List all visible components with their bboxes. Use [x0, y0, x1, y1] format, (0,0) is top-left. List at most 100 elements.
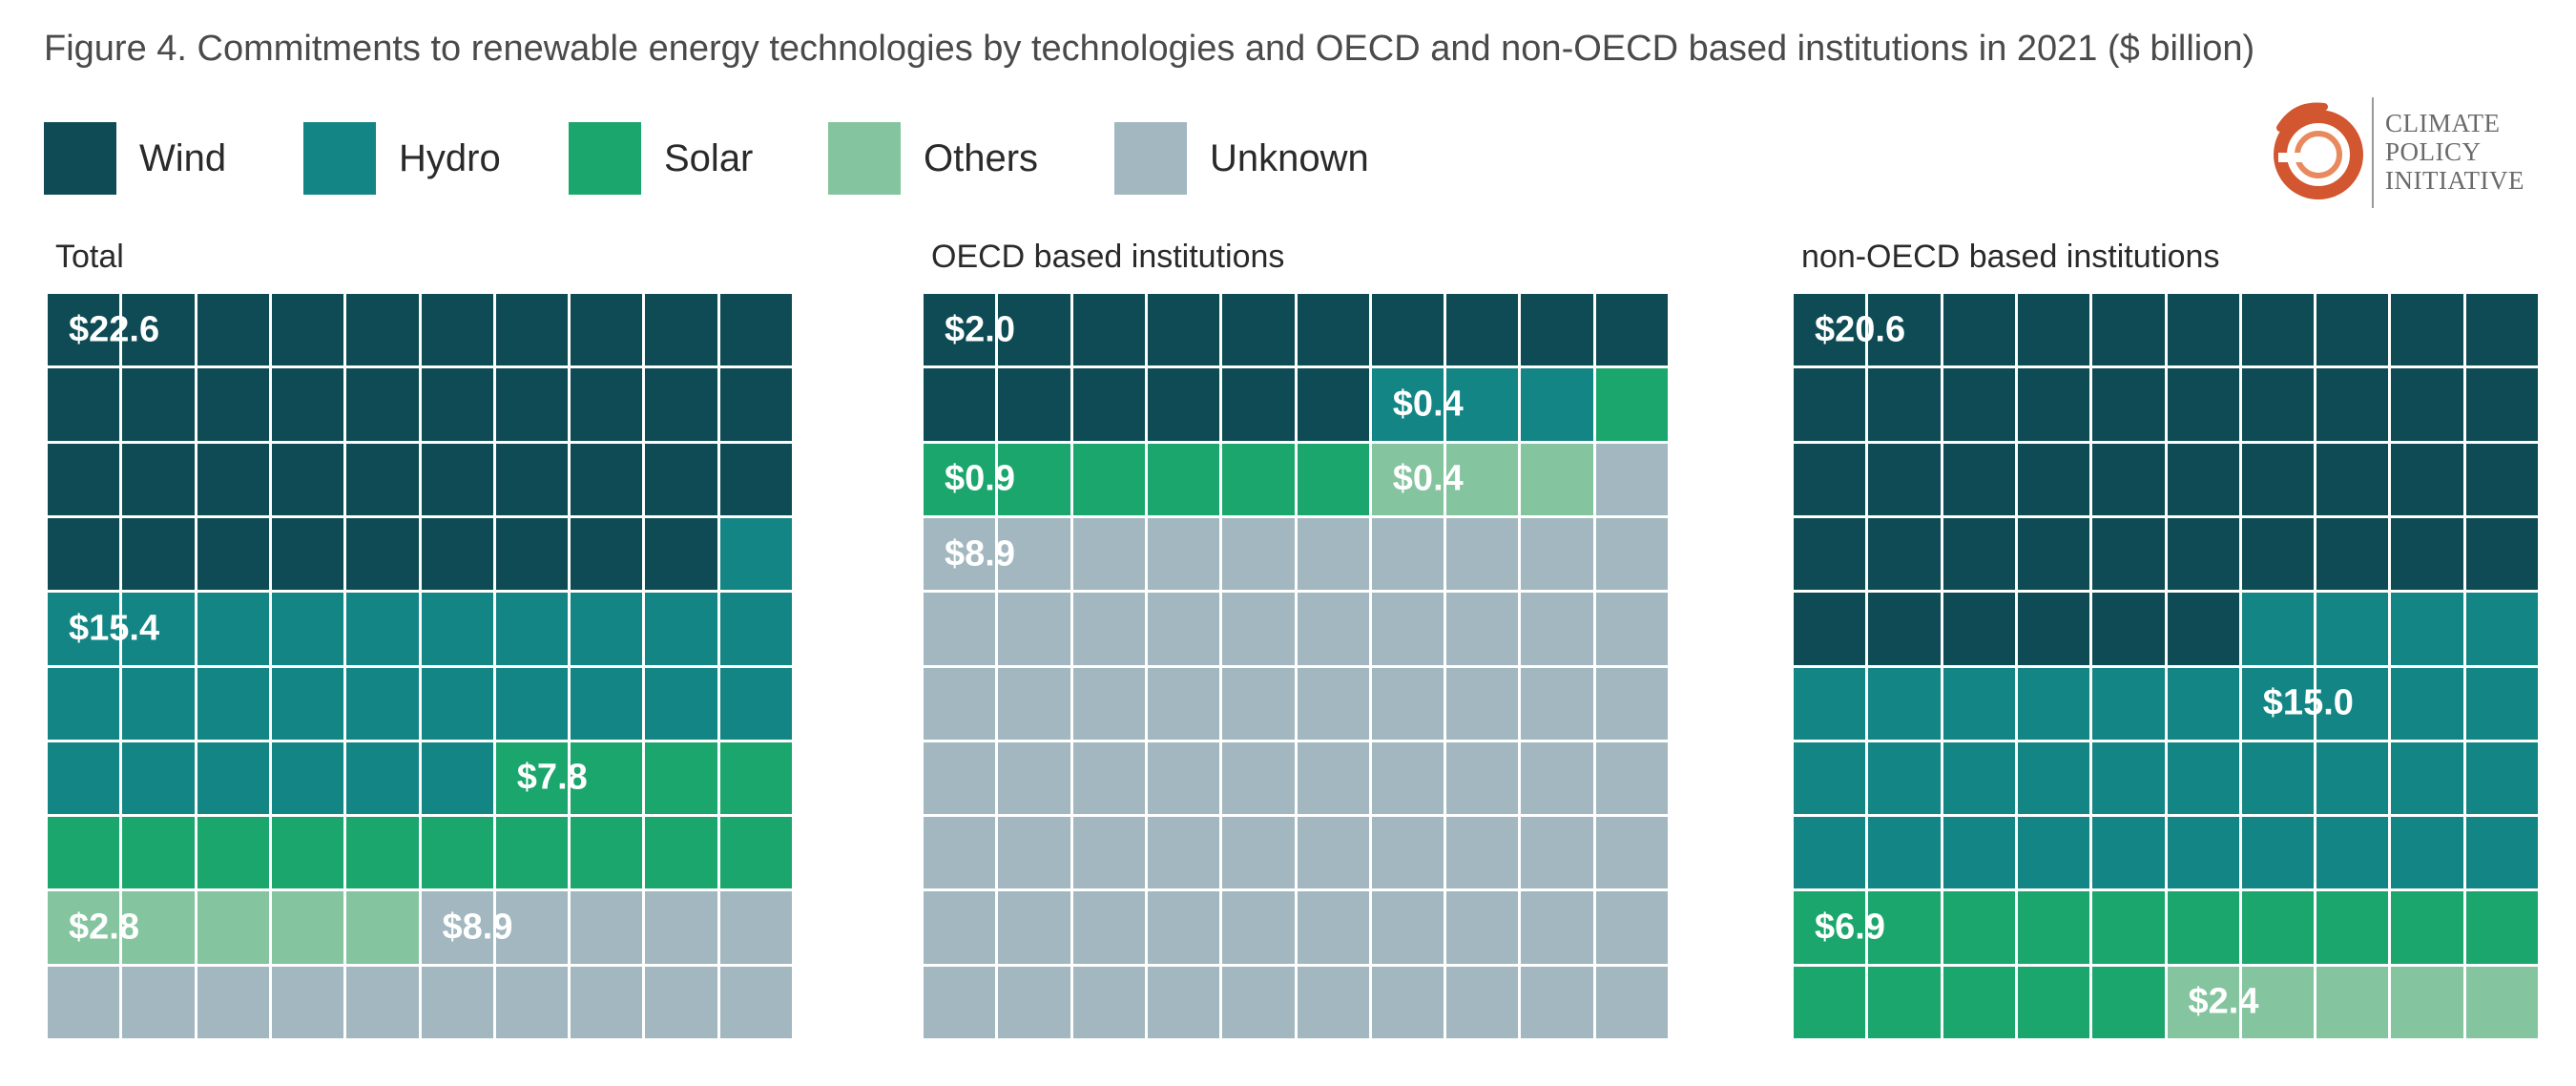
data-label-wind: $20.6: [1815, 309, 1906, 350]
waffle-cell-wind: [2017, 593, 2090, 665]
waffle-cell-wind: [1222, 368, 1295, 441]
waffle-cell-hydro: [2465, 667, 2538, 740]
waffle-cell-hydro: [271, 741, 344, 815]
waffle-cell-hydro: [2391, 817, 2463, 889]
logo-line-1: CLIMATE: [2385, 109, 2501, 137]
waffle-cell-solar: [2017, 966, 2090, 1038]
waffle-cell-unknown: [924, 593, 996, 665]
waffle-cell-unknown: [1446, 667, 1519, 740]
waffle-cell-unknown: [998, 593, 1070, 665]
waffle-cell-wind: [1072, 294, 1145, 366]
waffle-cell-hydro: [2316, 817, 2389, 889]
waffle-cell-wind: [1595, 294, 1668, 366]
waffle-cell-wind: [1942, 368, 2015, 441]
waffle-cell-solar: [571, 741, 643, 815]
waffle-cell-hydro: [271, 593, 344, 665]
waffle-cell-unknown: [1521, 817, 1593, 889]
waffle-cell-hydro: [421, 741, 493, 815]
waffle-cell-solar: $6.9: [1794, 891, 1885, 964]
waffle-cell-wind: [271, 517, 344, 591]
waffle-cell-wind: [1371, 294, 1444, 366]
logo-line-2: POLICY: [2385, 137, 2482, 166]
waffle-cell-wind: [1942, 294, 2015, 366]
waffle-cell-hydro: [2241, 593, 2315, 665]
waffle-cell-wind: [1942, 443, 2015, 515]
waffle-cell-solar: [719, 817, 792, 889]
waffle-cell-unknown: [1147, 966, 1220, 1038]
waffle-cell-unknown: [1446, 891, 1519, 964]
waffle-cell-hydro: [1794, 667, 1866, 740]
waffle-cell-unknown: [1446, 593, 1519, 665]
waffle-cell-wind: [719, 368, 792, 441]
waffle-cell-hydro: [197, 667, 269, 740]
waffle-cell-unknown: [1222, 741, 1295, 815]
waffle-cell-unknown: [1147, 517, 1220, 591]
waffle-cell-unknown: [495, 966, 569, 1038]
waffle-cell-solar: $7.8: [495, 741, 588, 815]
waffle-cell-solar: [122, 817, 195, 889]
waffle-cell-unknown: [645, 966, 717, 1038]
waffle-cell-wind: [122, 443, 195, 515]
waffle-cell-unknown: [1222, 817, 1295, 889]
waffle-cell-hydro: [2092, 817, 2165, 889]
waffle-cell-wind: [271, 368, 344, 441]
waffle-cell-hydro: [2241, 741, 2315, 815]
legend-label-wind: Wind: [139, 137, 227, 179]
waffle-cell-wind: [48, 443, 120, 515]
waffle-cell-unknown: [1222, 891, 1295, 964]
waffle-cell-others: [2391, 966, 2463, 1038]
waffle-cell-hydro: [645, 667, 717, 740]
waffle-cell-wind: [2316, 294, 2389, 366]
waffle-cell-hydro: [1794, 741, 1866, 815]
waffle-cell-hydro: [1868, 741, 1941, 815]
waffle-cell-wind: [421, 517, 493, 591]
waffle-cell-wind: [571, 443, 643, 515]
data-label-wind: $2.0: [945, 309, 1015, 350]
waffle-cell-solar: [1794, 966, 1866, 1038]
waffle-cell-hydro: [2017, 741, 2090, 815]
waffle-cell-hydro: [2391, 593, 2463, 665]
waffle-cell-wind: [2316, 368, 2389, 441]
waffle-cell-wind: [2167, 593, 2239, 665]
waffle-cell-unknown: [1072, 593, 1145, 665]
waffle-cell-solar: [645, 817, 717, 889]
waffle-cell-wind: [2465, 443, 2538, 515]
waffle-oecd: $2.0 $0.4 $0.9 $0.4 $8.9: [924, 294, 1668, 1038]
waffle-cell-unknown: [1147, 891, 1220, 964]
waffle-cell-unknown: [1147, 593, 1220, 665]
waffle-cell-unknown: [495, 891, 569, 964]
waffle-cell-wind: [1942, 517, 2015, 591]
waffle-cell-unknown: [719, 966, 792, 1038]
waffle-cell-others: [197, 891, 269, 964]
waffle-cell-others: [122, 891, 195, 964]
waffle-cell-unknown: [1521, 741, 1593, 815]
waffle-cell-unknown: [1446, 741, 1519, 815]
data-label-others: $2.4: [2188, 981, 2259, 1022]
waffle-cell-wind: [2167, 517, 2239, 591]
waffle-cell-solar: [346, 817, 419, 889]
waffle-cell-unknown: [571, 891, 643, 964]
waffle-cell-unknown: [1222, 593, 1295, 665]
waffle-cell-wind: [2092, 517, 2165, 591]
waffle-cell-solar: $0.9: [924, 443, 1015, 515]
waffle-cell-wind: [1147, 368, 1220, 441]
waffle-cell-wind: [2316, 443, 2389, 515]
waffle-cell-wind: [645, 294, 717, 366]
waffle-cell-wind: [645, 517, 717, 591]
waffle-cell-unknown: [1147, 667, 1220, 740]
waffle-cell-unknown: [1371, 891, 1444, 964]
figure-title: Figure 4. Commitments to renewable energ…: [44, 29, 2255, 69]
waffle-cell-unknown: [571, 966, 643, 1038]
waffle-cell-solar: [2092, 891, 2165, 964]
waffle-cell-unknown: [1521, 966, 1593, 1038]
waffle-cell-unknown: [1072, 817, 1145, 889]
waffle-cell-solar: [271, 817, 344, 889]
waffle-cell-hydro: [346, 593, 419, 665]
waffle-cell-unknown: [1521, 593, 1593, 665]
waffle-cell-unknown: [645, 891, 717, 964]
waffle-cell-unknown: [1521, 891, 1593, 964]
waffle-cell-unknown: [998, 517, 1070, 591]
wind-swatch: [44, 122, 116, 195]
waffle-cell-wind: [421, 368, 493, 441]
waffle-cell-wind: [197, 517, 269, 591]
